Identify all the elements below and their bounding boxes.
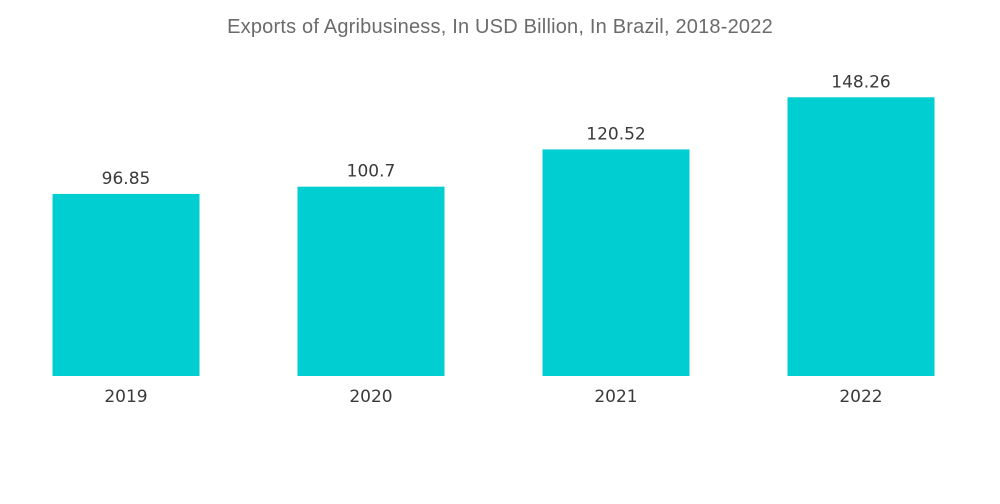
value-label-2022: 148.26 (831, 72, 890, 92)
value-label-2021: 120.52 (586, 124, 645, 144)
value-label-2019: 96.85 (102, 169, 151, 189)
bars-group (52, 97, 935, 376)
x-tick-label-2020: 2020 (349, 387, 392, 407)
x-tick-label-2022: 2022 (839, 387, 882, 407)
value-label-2020: 100.7 (347, 162, 396, 182)
x-tick-labels-group: 2019 2020 2021 2022 (104, 387, 882, 407)
x-tick-label-2019: 2019 (104, 387, 147, 407)
bar-2020 (297, 186, 445, 376)
bar-2021 (542, 149, 690, 376)
x-tick-label-2021: 2021 (594, 387, 637, 407)
bar-2022 (787, 97, 935, 376)
value-labels-group: 96.85 100.7 120.52 148.26 (102, 72, 891, 189)
chart-title: Exports of Agribusiness, In USD Billion,… (227, 16, 773, 38)
bar-2019 (52, 193, 200, 376)
